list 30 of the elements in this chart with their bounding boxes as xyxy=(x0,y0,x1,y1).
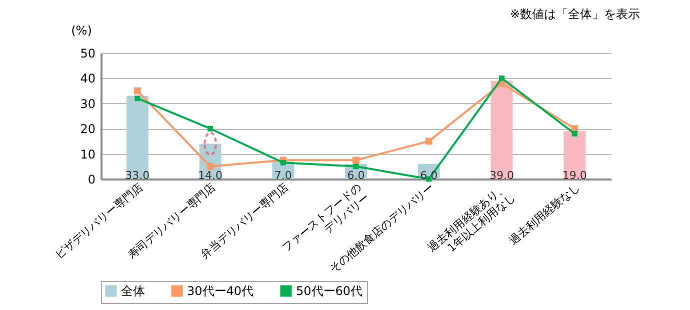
legend-label: 50代ー60代 xyxy=(296,284,363,298)
data-label: 6.0 xyxy=(347,169,365,182)
data-label: 7.0 xyxy=(274,169,292,182)
y-tick-label: 0 xyxy=(88,172,96,186)
y-tick-label: 10 xyxy=(80,147,96,162)
y-axis-title: (%) xyxy=(71,24,92,38)
point xyxy=(134,96,140,102)
text: ※数値は「全体」を表示 xyxy=(510,6,640,23)
bar xyxy=(126,96,148,179)
point xyxy=(208,126,214,132)
point xyxy=(280,160,286,166)
data-label: 33.0 xyxy=(125,169,150,182)
bar xyxy=(490,80,513,179)
point xyxy=(572,130,578,136)
point xyxy=(134,87,141,94)
point xyxy=(425,138,432,145)
legend-label: 全体 xyxy=(121,284,145,298)
point xyxy=(206,162,214,170)
data-label: 19.0 xyxy=(562,169,587,182)
bar xyxy=(564,131,586,179)
y-tick-label: 50 xyxy=(80,46,96,60)
data-label: 14.0 xyxy=(198,169,223,182)
data-label: 39.0 xyxy=(489,169,514,182)
legend-label: 30代ー40代 xyxy=(187,284,254,298)
point xyxy=(498,75,504,81)
y-tick-label: 40 xyxy=(80,72,96,86)
y-tick-label: 30 xyxy=(80,96,96,111)
point xyxy=(352,156,360,164)
point xyxy=(353,164,359,170)
y-tick-label: 20 xyxy=(80,122,96,136)
